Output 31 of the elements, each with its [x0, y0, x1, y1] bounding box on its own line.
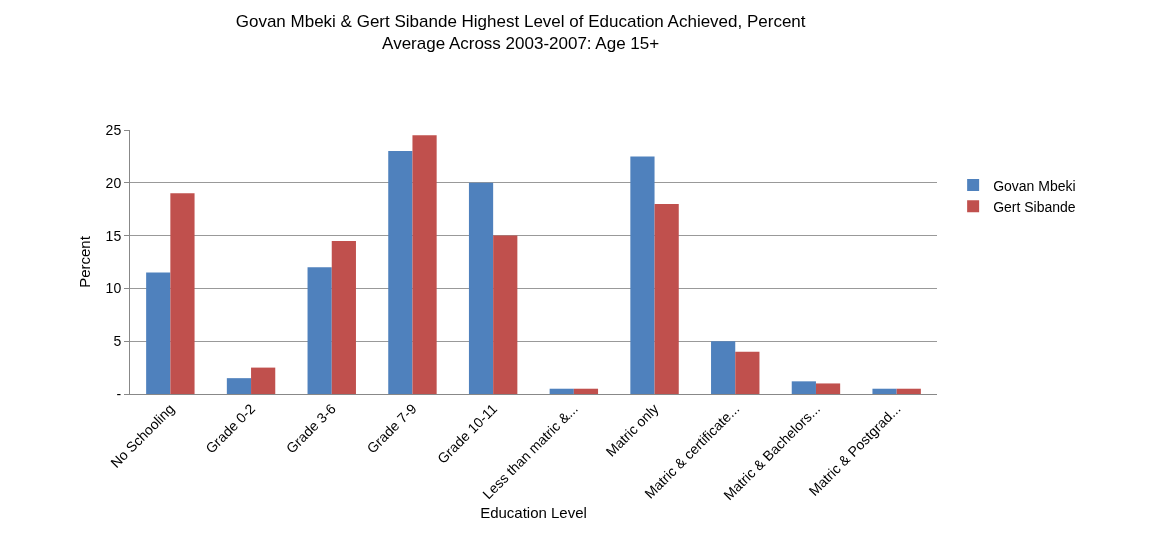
- bar: [412, 135, 437, 394]
- bar: [331, 240, 356, 394]
- bar: [226, 378, 252, 394]
- legend-label: Govan Mbeki: [993, 177, 1076, 194]
- bar: [549, 388, 574, 394]
- y-tick-label: -: [116, 385, 122, 402]
- y-tick-label: 10: [105, 280, 122, 297]
- x-axis-title: Education Level: [480, 504, 587, 522]
- y-tick-label: 5: [113, 333, 122, 350]
- bar: [170, 193, 195, 394]
- bar: [307, 267, 332, 394]
- bar: [791, 381, 816, 394]
- y-tick-label: 20: [105, 174, 122, 191]
- bar: [468, 182, 494, 394]
- bar: [573, 388, 599, 394]
- bar: [872, 388, 897, 394]
- y-tick-label: 25: [105, 121, 122, 138]
- bar: [493, 235, 518, 394]
- y-tick-label: 15: [105, 227, 122, 244]
- y-axis-title: Percent: [76, 235, 93, 288]
- bar: [388, 151, 413, 394]
- bar: [146, 272, 171, 394]
- bar: [896, 388, 921, 394]
- bar: [735, 351, 760, 394]
- chart-title: Govan Mbeki & Gert Sibande Highest Level of Education Achieved, Percent Average Across 2003-2007: Age 15+: [235, 11, 806, 53]
- legend-label: Gert Sibande: [993, 198, 1076, 215]
- bar: [630, 156, 655, 394]
- bar: [654, 203, 679, 394]
- bar: [815, 383, 841, 394]
- bar: [251, 367, 276, 394]
- bar: [711, 341, 736, 394]
